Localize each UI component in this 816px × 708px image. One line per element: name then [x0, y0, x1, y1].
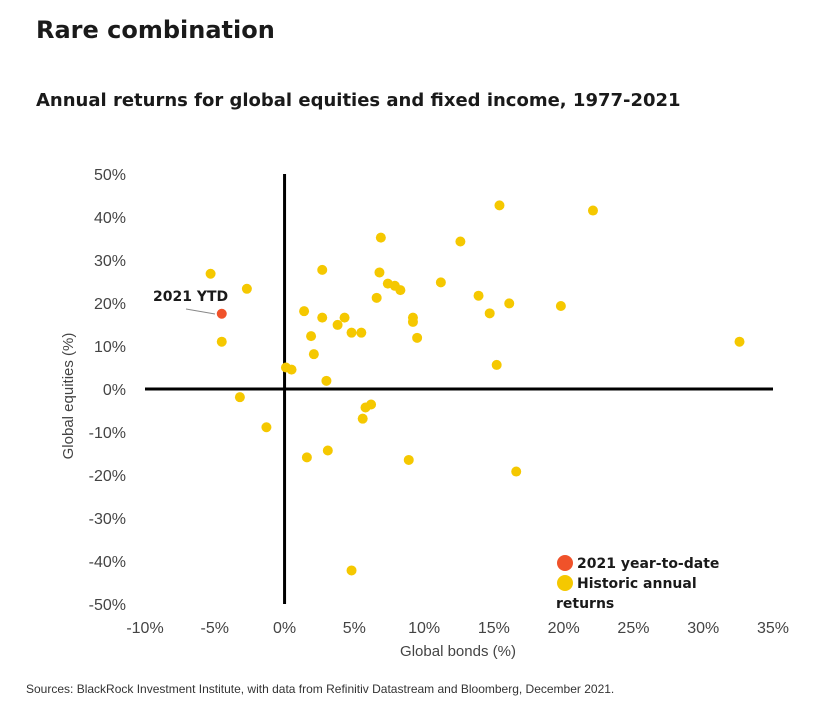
historic-return-point: [366, 399, 377, 410]
legend-swatch-ytd: [557, 555, 573, 571]
historic-return-point: [511, 466, 522, 477]
ytd-annotation: 2021 YTD: [153, 289, 228, 305]
y-tick-label: 30%: [94, 253, 126, 270]
historic-return-point: [407, 316, 418, 327]
x-tick-label: 30%: [687, 620, 719, 637]
historic-return-point: [234, 392, 245, 403]
historic-return-point: [412, 332, 423, 343]
x-tick-label: 25%: [617, 620, 649, 637]
historic-return-point: [301, 452, 312, 463]
historic-return-point: [216, 336, 227, 347]
historic-return-point: [356, 327, 367, 338]
historic-return-point: [339, 312, 350, 323]
legend-swatch-historic: [557, 575, 573, 591]
historic-return-point: [317, 312, 328, 323]
historic-return-point: [435, 277, 446, 288]
historic-return-point: [317, 264, 328, 275]
historic-return-point: [494, 200, 505, 211]
x-tick-label: -10%: [126, 620, 163, 637]
historic-return-point: [261, 422, 272, 433]
y-axis-label: Global equities (%): [60, 333, 77, 460]
legend: 2021 year-to-date Historic annual return…: [556, 555, 719, 612]
historic-return-point: [375, 232, 386, 243]
x-tick-label: 10%: [408, 620, 440, 637]
y-tick-label: 0%: [103, 382, 126, 399]
historic-return-point: [241, 283, 252, 294]
historic-return-point: [484, 308, 495, 319]
historic-return-point: [371, 292, 382, 303]
historic-return-point: [473, 290, 484, 301]
historic-return-point: [346, 565, 357, 576]
x-tick-label: 0%: [273, 620, 296, 637]
x-tick-label: 5%: [343, 620, 366, 637]
legend-label-historic: Historic annual returns: [556, 576, 702, 612]
historic-return-point: [587, 205, 598, 216]
historic-return-point: [555, 301, 566, 312]
y-tick-label: -10%: [89, 425, 126, 442]
x-tick-label: 20%: [548, 620, 580, 637]
legend-label-ytd: 2021 year-to-date: [577, 556, 719, 572]
ytd-2021-point: [216, 308, 227, 319]
x-tick-label: 15%: [478, 620, 510, 637]
historic-return-point: [395, 285, 406, 296]
historic-return-point: [734, 336, 745, 347]
x-tick-label: -5%: [201, 620, 229, 637]
historic-return-point: [299, 306, 310, 317]
x-tick-label: 35%: [757, 620, 789, 637]
historic-return-point: [403, 454, 414, 465]
historic-return-point: [306, 331, 317, 342]
historic-return-point: [491, 359, 502, 370]
source-note: Sources: BlackRock Investment Institute,…: [26, 682, 615, 696]
y-tick-label: 10%: [94, 339, 126, 356]
y-tick-label: 40%: [94, 210, 126, 227]
historic-return-point: [357, 413, 368, 424]
historic-return-point: [205, 268, 216, 279]
scatter-chart: 50% 40% 30% 20% 10% 0% -10% -20% -30% -40% -50% -1…: [60, 167, 789, 660]
x-axis-label: Global bonds (%): [400, 643, 516, 660]
y-tick-label: -50%: [89, 597, 126, 614]
historic-return-point: [308, 349, 319, 360]
historic-return-point: [504, 298, 515, 309]
y-tick-label: 20%: [94, 296, 126, 313]
historic-return-point: [286, 364, 297, 375]
historic-return-point: [455, 236, 466, 247]
historic-return-point: [321, 375, 332, 386]
y-tick-label: -30%: [89, 511, 126, 528]
historic-return-point: [332, 319, 343, 330]
historic-return-point: [322, 445, 333, 456]
y-tick-label: -20%: [89, 468, 126, 485]
ytd-leader-line: [185, 308, 216, 315]
chart-title: Rare combination: [36, 16, 275, 44]
historic-return-point: [346, 327, 357, 338]
historic-return-point: [374, 267, 385, 278]
chart-subtitle: Annual returns for global equities and f…: [36, 90, 681, 111]
y-tick-label: 50%: [94, 167, 126, 184]
y-tick-label: -40%: [89, 554, 126, 571]
